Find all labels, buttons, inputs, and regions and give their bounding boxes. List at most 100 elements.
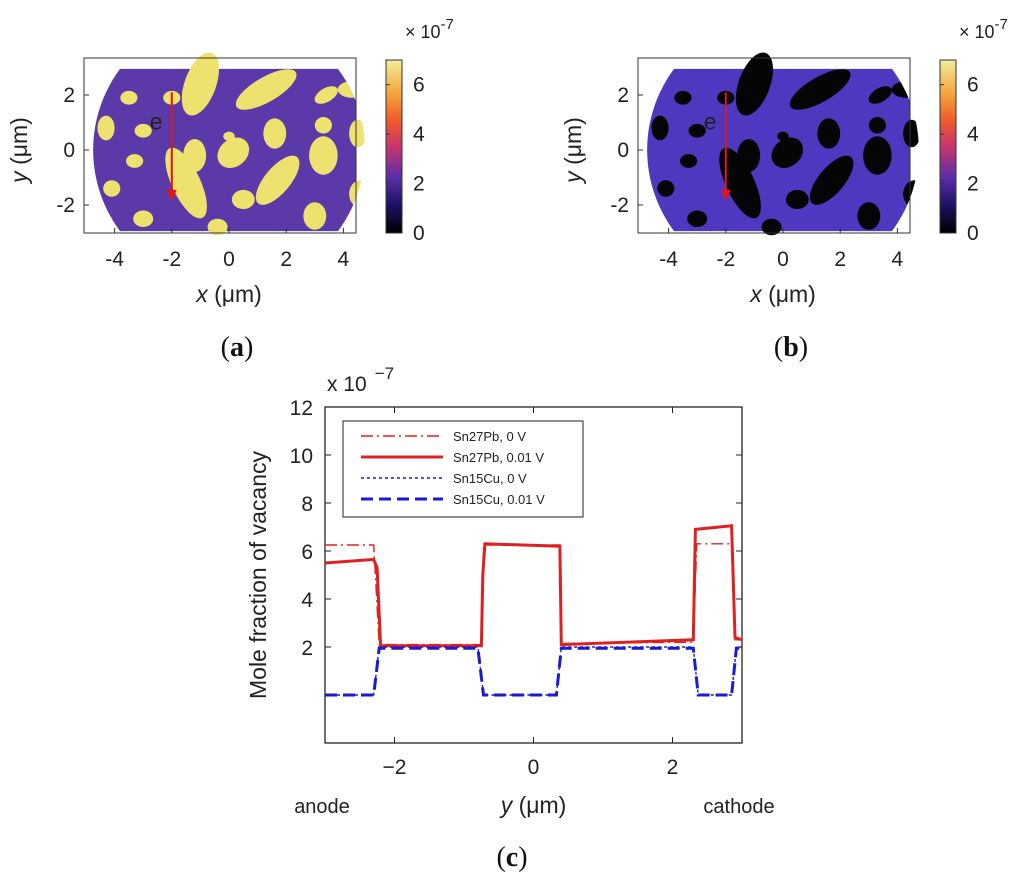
inclusion: [680, 154, 698, 168]
inclusion: [207, 218, 228, 236]
y-tick-label: 0: [617, 139, 629, 162]
colorbar-tick-label: 2: [413, 173, 425, 196]
inclusion: [903, 180, 919, 208]
inclusion: [761, 218, 782, 236]
series-line-2: [325, 524, 742, 648]
x-axis-label: y (μm): [499, 792, 567, 818]
y-tick-label: 8: [301, 493, 313, 516]
inclusion: [785, 189, 809, 210]
electron-label: e: [150, 108, 163, 134]
x-tick-label: -2: [716, 248, 735, 271]
domain: [93, 52, 365, 236]
legend-box: [342, 420, 584, 518]
colorbar-exponent: × 10-7: [959, 16, 1008, 42]
inclusion: [674, 90, 692, 105]
cathode-label: cathode: [703, 796, 774, 818]
inclusion: [255, 155, 300, 205]
inclusion: [903, 119, 919, 148]
electron-flow-arrowhead: [720, 189, 731, 201]
electron-flow-arrowhead: [166, 189, 177, 201]
y-tick-label: 2: [301, 637, 313, 660]
inclusion: [868, 86, 892, 104]
anode-label: anode: [294, 796, 350, 818]
inclusion: [771, 137, 804, 169]
axes-frame: [83, 57, 357, 234]
panel-caption: (a): [221, 332, 254, 363]
colorbar-tick-label: 6: [967, 74, 979, 97]
y-tick-label: 12: [290, 397, 313, 420]
colorbar-tick-label: 4: [967, 123, 979, 146]
y-tick-label: 2: [617, 84, 629, 107]
inclusion: [231, 189, 255, 210]
colorbar: [385, 59, 403, 234]
inclusion: [857, 202, 881, 230]
electron-label: e: [704, 108, 717, 134]
inclusion: [651, 115, 669, 141]
inclusion: [126, 154, 144, 168]
panel-a: e -4 -2 0 2 4 2 0 -2 x (μm) y (μm) 6 4 2 0 × 10-7 (a): [6, 16, 454, 363]
x-tick-label: -4: [659, 248, 678, 271]
x-tick-label: 0: [223, 248, 235, 271]
x-tick-label: −2: [383, 756, 407, 779]
inclusion: [735, 52, 773, 116]
inclusion: [181, 52, 219, 116]
colorbar: [939, 59, 957, 234]
x-axis-label: x (μm): [195, 281, 262, 307]
inclusion: [314, 86, 338, 104]
inclusion: [789, 69, 851, 110]
inclusion: [263, 118, 287, 149]
y-axis-label: Mole fraction of vacancy: [245, 451, 271, 700]
inclusion: [868, 117, 886, 134]
y-axis-label: y (μm): [560, 117, 586, 185]
y-tick-label: 2: [63, 84, 75, 107]
inclusion: [809, 155, 854, 205]
colorbar-tick-label: 0: [967, 222, 979, 245]
axes-frame: [637, 57, 911, 234]
inclusion: [133, 210, 154, 227]
y-scale-factor: x 10 −7: [327, 364, 394, 396]
series-line-4: [325, 646, 742, 697]
y-tick-label: 10: [290, 445, 313, 468]
x-tick-label: 2: [667, 756, 679, 779]
inclusion: [120, 90, 138, 105]
x-axis-label: x (μm): [749, 281, 816, 307]
y-tick-label: -2: [56, 194, 75, 217]
y-tick-label: -2: [610, 194, 629, 217]
legend-label-3: Sn15Cu, 0 V: [453, 471, 527, 486]
legend-label-1: Sn27Pb, 0 V: [453, 429, 526, 444]
inclusion: [314, 117, 332, 134]
inclusion: [235, 69, 297, 110]
inclusion: [863, 136, 892, 175]
x-tick-label: 2: [834, 248, 846, 271]
inclusion: [97, 115, 115, 141]
panel-b: e -4 -2 0 2 4 2 0 -2 x (μm) y (μm) 6 4 2 0 × 10-7 (b): [560, 16, 1008, 363]
x-tick-label: 0: [777, 248, 789, 271]
inclusion: [719, 147, 761, 219]
inclusion: [303, 202, 327, 230]
y-tick-label: 0: [63, 139, 75, 162]
panel-caption: (b): [774, 332, 808, 363]
inclusion: [657, 180, 675, 197]
inclusion: [309, 136, 338, 175]
colorbar-tick-label: 2: [967, 173, 979, 196]
legend-label-4: Sn15Cu, 0.01 V: [453, 492, 545, 507]
inclusion: [103, 180, 121, 197]
panel-caption: (c): [496, 842, 527, 873]
inclusion: [134, 123, 152, 138]
y-tick-label: 4: [301, 589, 313, 612]
domain: [647, 52, 919, 236]
colorbar-tick-label: 0: [413, 222, 425, 245]
inclusion: [688, 123, 706, 138]
inclusion: [349, 119, 365, 148]
x-tick-label: -4: [105, 248, 124, 271]
inclusion: [217, 137, 250, 169]
y-axis-label: y (μm): [6, 117, 32, 185]
inclusion: [349, 180, 365, 208]
x-tick-label: 4: [892, 248, 904, 271]
inclusion: [687, 210, 708, 227]
x-tick-label: 0: [528, 756, 540, 779]
panel-c-line-chart: 12 10 8 6 4 2 −2 0 2 x 10 −7 Mole fraction of vacan…: [245, 364, 775, 873]
x-tick-label: -2: [162, 248, 181, 271]
inclusion: [165, 147, 207, 219]
